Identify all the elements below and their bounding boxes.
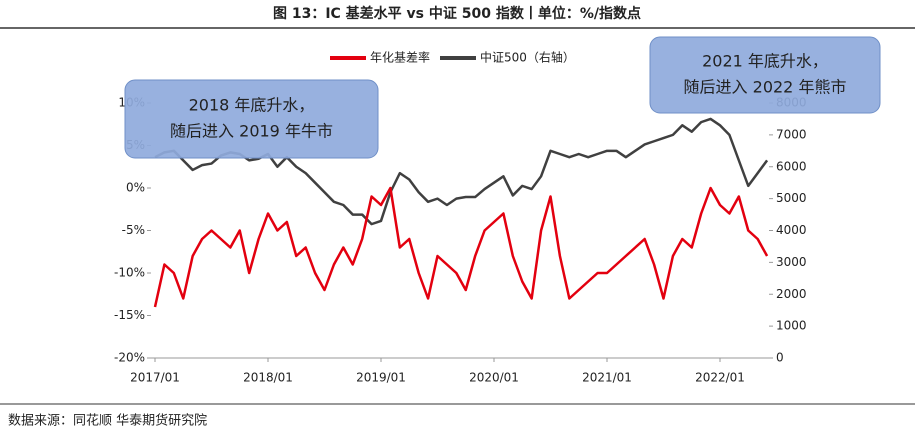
chart-title: 图 13：IC 基差水平 vs 中证 500 指数丨单位：%/指数点 (273, 5, 641, 22)
y-tick-label: -20% (114, 351, 145, 365)
series-line (153, 186, 769, 308)
y-tick-label: 0% (126, 181, 145, 195)
y2-tick-label: 3000 (776, 255, 807, 269)
y-tick-label: -10% (114, 266, 145, 280)
x-tick-label: 2021/01 (582, 371, 632, 385)
y2-tick-label: 7000 (776, 127, 807, 141)
y2-tick-label: 0 (776, 351, 784, 365)
annotation-box (124, 79, 379, 159)
legend-label: 年化基差率 (370, 50, 430, 65)
series-line (154, 117, 769, 226)
annotation-text: 随后进入 2022 年熊市 (684, 78, 847, 97)
x-tick-label: 2018/01 (243, 371, 293, 385)
y2-tick-label: 5000 (776, 191, 807, 205)
x-tick-label: 2019/01 (356, 371, 406, 385)
y2-tick-label: 6000 (776, 159, 807, 173)
annotation-text: 2018 年底升水， (189, 96, 315, 115)
annotation-text: 随后进入 2019 年牛市 (170, 122, 333, 141)
y2-tick-label: 1000 (776, 319, 807, 333)
x-tick-label: 2017/01 (130, 371, 180, 385)
y2-tick-label: 2000 (776, 287, 807, 301)
annotation-box (649, 36, 881, 114)
x-tick-label: 2020/01 (469, 371, 519, 385)
annotation-text: 2021 年底升水， (702, 52, 828, 71)
y-tick-label: -15% (114, 308, 145, 322)
source: 数据来源：同花顺 华泰期货研究院 (8, 413, 207, 429)
y2-tick-label: 4000 (776, 223, 807, 237)
legend-label: 中证500（右轴） (480, 50, 575, 65)
x-tick-label: 2022/01 (695, 371, 745, 385)
y-tick-label: -5% (122, 223, 145, 237)
